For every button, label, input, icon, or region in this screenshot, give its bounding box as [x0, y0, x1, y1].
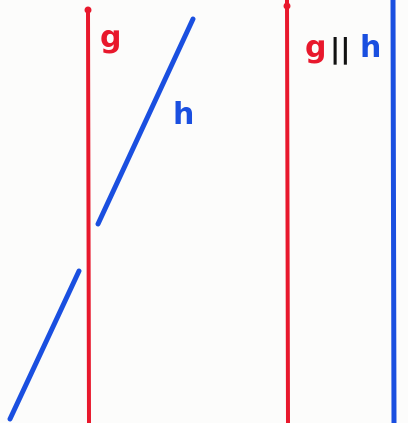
label-h-right: h: [360, 30, 381, 65]
line-h-upper-segment: [95, 16, 196, 227]
line-g-left: [86, 8, 91, 423]
label-h-left: h: [173, 97, 194, 132]
label-g-right: g: [305, 30, 326, 65]
label-g-left: g: [100, 20, 121, 55]
line-h-lower-segment: [7, 268, 82, 422]
parallel-symbol: ||: [330, 32, 350, 65]
line-g-right: [285, 0, 290, 423]
line-g-left-top-dot: [84, 6, 92, 14]
line-g-right-top-dot: [283, 2, 291, 10]
line-h-right: [390, 0, 397, 423]
